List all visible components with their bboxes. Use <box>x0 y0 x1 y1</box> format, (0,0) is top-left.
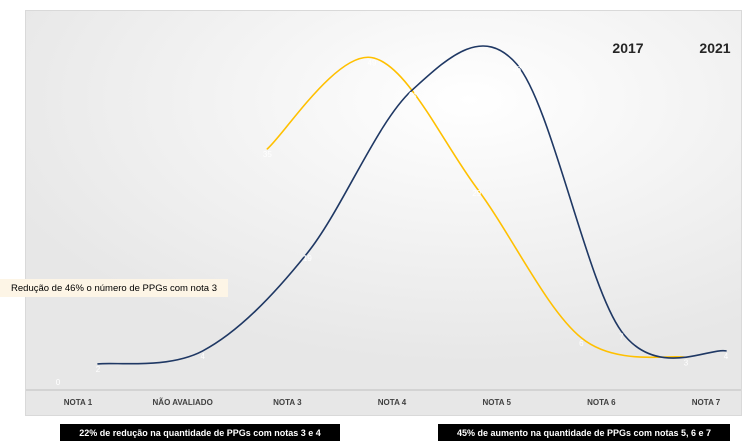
annotation-notas-3-4-reduction: 22% de redução na quantidade de PPGs com… <box>60 424 340 441</box>
chart-area <box>25 10 742 416</box>
annotation-nota-3-reduction: Redução de 46% o número de PPGs com nota… <box>0 279 228 297</box>
annotation-notas-5-6-7-increase: 45% de aumento na quantidade de PPGs com… <box>438 424 730 441</box>
